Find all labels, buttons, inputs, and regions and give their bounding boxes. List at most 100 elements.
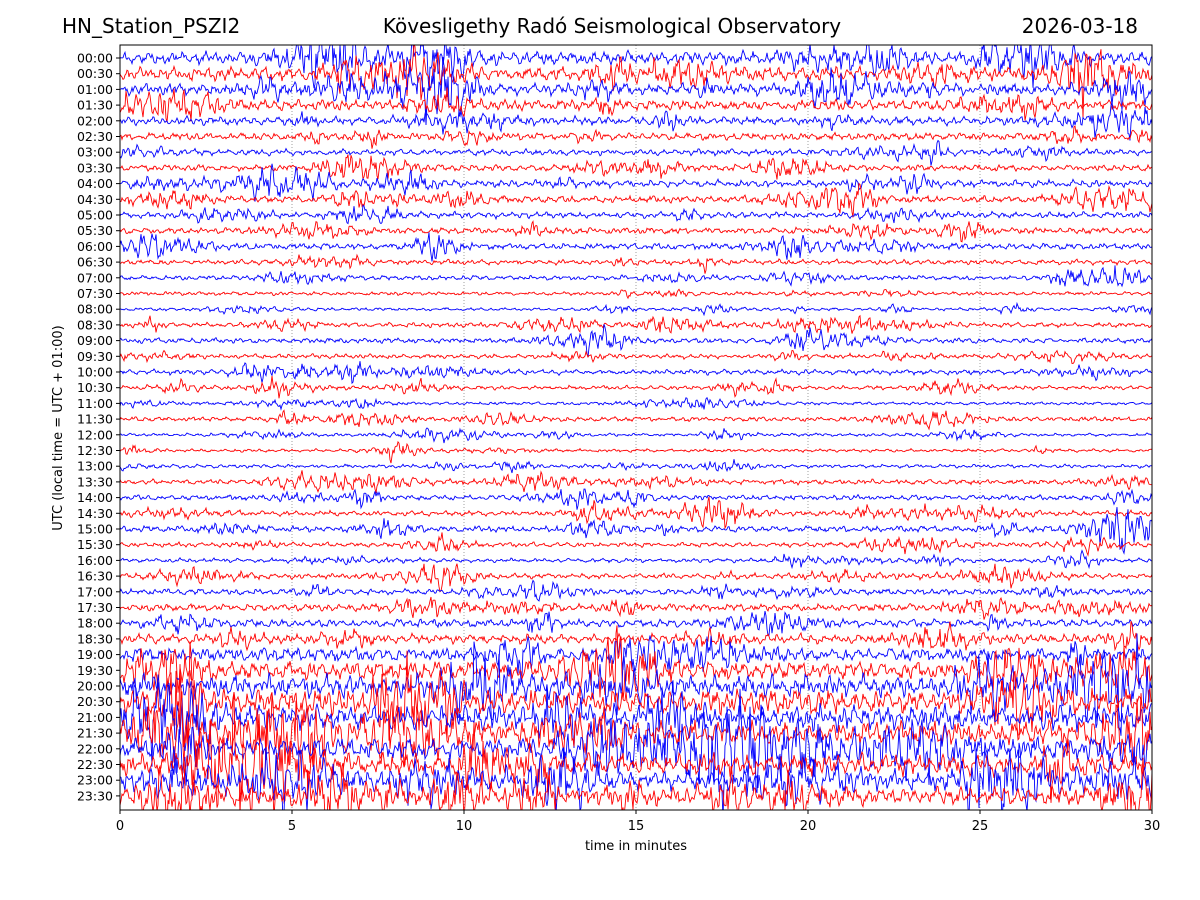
trace-line (120, 265, 1152, 288)
trace-line (120, 532, 1152, 557)
x-tick-label: 10 (456, 819, 473, 834)
trace-line (120, 361, 1152, 385)
trace-line (120, 314, 1152, 334)
trace-line (120, 674, 1152, 767)
trace-line (120, 757, 1152, 810)
trace-line (120, 301, 1152, 317)
trace-line (120, 220, 1152, 243)
x-tick-label: 15 (628, 819, 645, 834)
trace-line (120, 579, 1152, 602)
observatory-title: Kövesligethy Radó Seismological Observat… (382, 14, 842, 38)
x-tick-label: 25 (972, 819, 989, 834)
y-tick-label: 11:30 (77, 412, 113, 427)
trace-line (120, 610, 1152, 636)
trace-line (120, 488, 1152, 510)
trace-line (120, 125, 1152, 149)
trace-line (120, 470, 1152, 494)
trace-line (120, 742, 1152, 810)
y-tick-label: 22:30 (77, 757, 113, 772)
trace-line (120, 427, 1152, 444)
y-tick-label: 21:00 (77, 710, 113, 725)
y-tick-label: 09:30 (77, 349, 113, 364)
y-tick-label: 18:00 (77, 616, 113, 631)
y-tick-label: 17:30 (77, 600, 113, 615)
y-tick-label: 21:30 (77, 726, 113, 741)
trace-line (120, 688, 1152, 768)
trace-line (120, 688, 1152, 810)
y-tick-label: 12:00 (77, 427, 113, 442)
y-tick-label: 07:30 (77, 286, 113, 301)
x-axis: 0 5 10 15 20 25 30 (116, 810, 1160, 834)
y-tick-label: 19:30 (77, 663, 113, 678)
trace-line (120, 154, 1152, 181)
y-tick-label: 11:00 (77, 396, 113, 411)
trace-line (120, 459, 1152, 474)
y-tick-label: 15:30 (77, 537, 113, 552)
y-tick-label: 10:30 (77, 380, 113, 395)
trace-line (120, 440, 1152, 464)
y-tick-label: 00:30 (77, 66, 113, 81)
y-tick-label: 03:00 (77, 145, 113, 160)
y-tick-label: 23:30 (77, 788, 113, 803)
y-tick-label: 05:30 (77, 223, 113, 238)
y-tick-label: 03:30 (77, 160, 113, 175)
trace-line (120, 288, 1152, 300)
y-tick-label: 01:30 (77, 98, 113, 113)
trace-line (120, 635, 1152, 683)
trace-line (120, 563, 1152, 593)
y-tick-label: 20:30 (77, 694, 113, 709)
y-tick-label: 02:30 (77, 129, 113, 144)
trace-line (120, 163, 1152, 202)
y-tick-label: 01:00 (77, 82, 113, 97)
y-tick-label: 08:30 (77, 317, 113, 332)
y-axis: 00:0000:3001:0001:3002:0002:3003:0003:30… (77, 51, 120, 803)
y-tick-label: 04:30 (77, 192, 113, 207)
y-tick-label: 17:00 (77, 584, 113, 599)
trace-line (120, 375, 1152, 399)
trace-line (120, 695, 1152, 810)
y-tick-label: 20:00 (77, 679, 113, 694)
trace-line (120, 87, 1152, 123)
y-tick-label: 05:00 (77, 208, 113, 223)
y-tick-label: 10:00 (77, 365, 113, 380)
y-tick-label: 15:00 (77, 522, 113, 537)
y-tick-label: 22:00 (77, 741, 113, 756)
y-tick-label: 02:00 (77, 113, 113, 128)
y-tick-label: 14:00 (77, 490, 113, 505)
x-tick-label: 30 (1144, 819, 1161, 834)
trace-line (120, 56, 1152, 125)
y-tick-label: 09:00 (77, 333, 113, 348)
y-tick-label: 00:00 (77, 51, 113, 66)
y-tick-label: 16:30 (77, 569, 113, 584)
y-tick-label: 08:00 (77, 302, 113, 317)
trace-line (120, 139, 1152, 166)
trace-line (120, 204, 1152, 225)
y-axis-label: UTC (local time = UTC + 01:00) (51, 325, 66, 530)
trace-line (120, 507, 1152, 555)
y-tick-label: 14:30 (77, 506, 113, 521)
x-tick-label: 0 (116, 819, 124, 834)
trace-line (120, 45, 1152, 91)
trace-line (120, 549, 1152, 570)
trace-line (120, 409, 1152, 431)
y-tick-label: 12:30 (77, 443, 113, 458)
seismogram-traces (120, 45, 1152, 810)
y-tick-label: 06:30 (77, 255, 113, 270)
trace-line (120, 596, 1152, 620)
trace-line (120, 396, 1152, 411)
y-tick-label: 18:30 (77, 631, 113, 646)
trace-line (120, 496, 1152, 530)
trace-line (120, 621, 1152, 652)
y-tick-label: 19:00 (77, 647, 113, 662)
y-tick-label: 04:00 (77, 176, 113, 191)
trace-line (120, 45, 1152, 119)
y-tick-label: 06:00 (77, 239, 113, 254)
trace-line (120, 232, 1152, 262)
trace-line (120, 641, 1152, 766)
trace-line (120, 324, 1152, 358)
y-tick-label: 13:30 (77, 474, 113, 489)
date-title: 2026-03-18 (1021, 14, 1138, 38)
x-tick-label: 20 (800, 819, 817, 834)
y-tick-label: 13:00 (77, 459, 113, 474)
